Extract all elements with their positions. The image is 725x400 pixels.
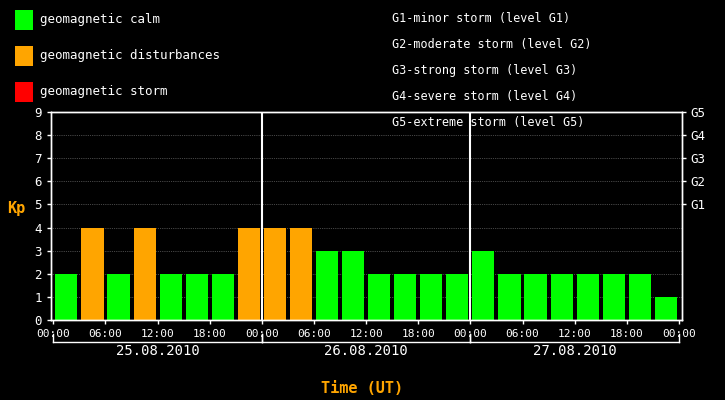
Bar xyxy=(472,251,494,320)
Bar xyxy=(368,274,390,320)
Bar xyxy=(342,251,364,320)
Bar xyxy=(655,297,677,320)
Text: 25.08.2010: 25.08.2010 xyxy=(116,344,199,358)
Bar xyxy=(629,274,651,320)
Text: Time (UT): Time (UT) xyxy=(321,381,404,396)
Bar xyxy=(550,274,573,320)
Bar xyxy=(107,274,130,320)
Bar xyxy=(602,274,625,320)
Text: G5-extreme storm (level G5): G5-extreme storm (level G5) xyxy=(392,116,584,129)
Text: geomagnetic disturbances: geomagnetic disturbances xyxy=(40,50,220,62)
Bar xyxy=(420,274,442,320)
Bar xyxy=(447,274,468,320)
Text: geomagnetic calm: geomagnetic calm xyxy=(40,14,160,26)
Bar xyxy=(160,274,182,320)
Bar xyxy=(133,228,156,320)
Bar xyxy=(290,228,312,320)
Text: G2-moderate storm (level G2): G2-moderate storm (level G2) xyxy=(392,38,591,51)
Bar xyxy=(498,274,521,320)
Text: 27.08.2010: 27.08.2010 xyxy=(533,344,616,358)
Bar xyxy=(81,228,104,320)
Bar xyxy=(576,274,599,320)
Text: 26.08.2010: 26.08.2010 xyxy=(324,344,408,358)
Text: geomagnetic storm: geomagnetic storm xyxy=(40,86,167,98)
Bar xyxy=(524,274,547,320)
Bar xyxy=(394,274,416,320)
Bar xyxy=(212,274,234,320)
Text: G1-minor storm (level G1): G1-minor storm (level G1) xyxy=(392,12,570,25)
Text: G3-strong storm (level G3): G3-strong storm (level G3) xyxy=(392,64,577,77)
Y-axis label: Kp: Kp xyxy=(7,201,25,216)
Bar xyxy=(264,228,286,320)
Bar xyxy=(316,251,338,320)
Bar xyxy=(238,228,260,320)
Text: G4-severe storm (level G4): G4-severe storm (level G4) xyxy=(392,90,577,103)
Bar xyxy=(55,274,78,320)
Bar xyxy=(186,274,208,320)
